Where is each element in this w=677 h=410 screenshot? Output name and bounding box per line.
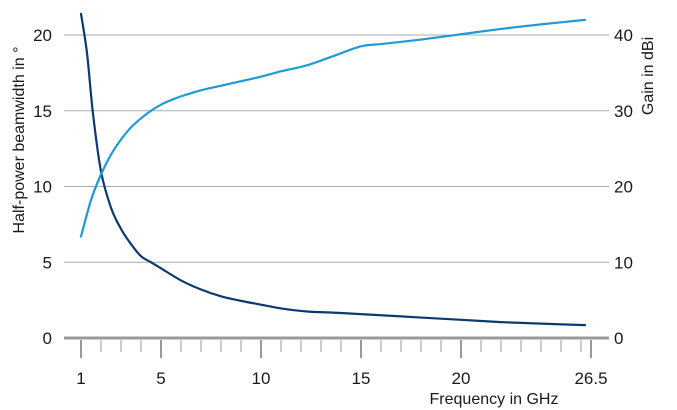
x-axis-ticks: 1 5 10 15 20 26.5: [76, 340, 608, 388]
series-line-gain: [79, 18, 587, 238]
x-tick-label: 20: [452, 369, 471, 388]
y-right-tick-label: 0: [614, 329, 623, 348]
x-tick-label: 15: [352, 369, 371, 388]
y-axis-right-label: Gain in dBi: [640, 37, 657, 115]
y-left-tick-label: 20: [33, 26, 52, 45]
x-tick-label: 1: [76, 369, 85, 388]
y-left-tick-label: 0: [43, 329, 52, 348]
y-right-tick-label: 10: [614, 253, 633, 272]
y-axis-left-label: Half-power beamwidth in °: [11, 47, 28, 234]
y-left-tick-label: 10: [33, 178, 52, 197]
y-axis-left-ticks: 0 5 10 15 20: [33, 26, 52, 348]
series-lines: [79, 12, 587, 327]
y-axis-right-ticks: 0 10 20 30 40: [614, 26, 633, 348]
y-right-tick-label: 40: [614, 26, 633, 45]
x-tick-label: 10: [252, 369, 271, 388]
y-right-tick-label: 30: [614, 102, 633, 121]
y-left-tick-label: 15: [33, 102, 52, 121]
y-left-tick-label: 5: [43, 253, 52, 272]
y-right-tick-label: 20: [614, 178, 633, 197]
x-axis-label: Frequency in GHz: [430, 391, 559, 408]
x-tick-label: 26.5: [574, 369, 607, 388]
x-tick-label: 5: [156, 369, 165, 388]
series-line-beamwidth: [79, 12, 587, 327]
gridlines: [64, 34, 609, 263]
